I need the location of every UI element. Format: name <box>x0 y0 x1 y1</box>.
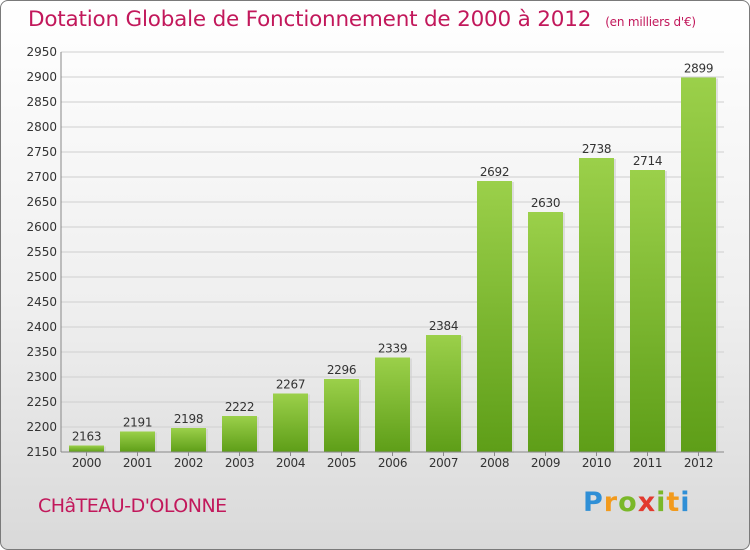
x-tick-label: 2005 <box>327 456 356 470</box>
city-name: CHâTEAU-D'OLONNE <box>38 495 227 517</box>
x-tick-label: 2000 <box>72 456 101 470</box>
y-tick-label: 2700 <box>26 170 57 184</box>
bar-value-label: 2692 <box>480 165 509 179</box>
y-tick-label: 2600 <box>26 220 57 234</box>
bar <box>579 158 614 452</box>
x-tick-label: 2010 <box>582 456 611 470</box>
bar-value-label: 2339 <box>378 342 407 356</box>
bar-value-label: 2191 <box>123 416 152 430</box>
bar <box>222 416 257 452</box>
chart-title-text: Dotation Globale de Fonctionnement de 20… <box>28 7 592 32</box>
bar <box>630 170 665 452</box>
bar-value-label: 2198 <box>174 412 203 426</box>
bar <box>426 335 461 452</box>
y-tick-label: 2800 <box>26 120 57 134</box>
bar <box>273 393 308 452</box>
bar <box>171 428 206 452</box>
x-tick-label: 2008 <box>480 456 509 470</box>
x-tick-label: 2006 <box>378 456 407 470</box>
x-axis: 2000 2001 2002 2003 2004 2005 2006 2007 2008 2009… <box>61 451 724 470</box>
x-tick-label: 2007 <box>429 456 458 470</box>
y-tick-label: 2300 <box>26 370 57 384</box>
bar <box>324 379 359 452</box>
x-tick-label: 2011 <box>633 456 662 470</box>
y-tick-label: 2500 <box>26 270 57 284</box>
y-tick-label: 2150 <box>26 445 57 459</box>
chart-title: Dotation Globale de Fonctionnement de 20… <box>28 7 696 32</box>
y-tick-label: 2650 <box>26 195 57 209</box>
bar-value-label: 2714 <box>633 154 662 168</box>
data-labels: 2163 2191 2198 2222 2267 2296 2339 2384 2692 2630… <box>72 62 714 444</box>
y-axis: 2150 2200 2250 2300 2350 2400 2450 2500 2550 2600… <box>26 45 62 459</box>
x-tick-label: 2012 <box>684 456 713 470</box>
x-tick-label: 2004 <box>276 456 305 470</box>
bar <box>375 357 410 452</box>
bar <box>681 77 716 452</box>
y-tick-label: 2900 <box>26 70 57 84</box>
x-tick-label: 2001 <box>123 456 152 470</box>
x-tick-label: 2003 <box>225 456 254 470</box>
y-tick-label: 2850 <box>26 95 57 109</box>
bar-value-label: 2222 <box>225 400 254 414</box>
y-tick-label: 2250 <box>26 395 57 409</box>
bar <box>528 212 563 452</box>
bar-value-label: 2267 <box>276 378 305 392</box>
bar-value-label: 2163 <box>72 430 101 444</box>
bar-value-label: 2738 <box>582 142 611 156</box>
bar <box>69 445 104 452</box>
bar-value-label: 2384 <box>429 319 458 333</box>
y-tick-label: 2200 <box>26 420 57 434</box>
y-tick-label: 2450 <box>26 295 57 309</box>
bar <box>120 431 155 452</box>
y-tick-label: 2750 <box>26 145 57 159</box>
y-tick-label: 2950 <box>26 45 57 59</box>
y-tick-label: 2400 <box>26 320 57 334</box>
y-tick-label: 2350 <box>26 345 57 359</box>
bar-value-label: 2899 <box>684 62 713 76</box>
proxiti-logo: Proxiti <box>583 487 691 518</box>
unit-note: (en milliers d'€) <box>605 15 696 29</box>
x-tick-label: 2009 <box>531 456 560 470</box>
x-tick-label: 2002 <box>174 456 203 470</box>
bar <box>477 181 512 452</box>
bar-value-label: 2296 <box>327 363 356 377</box>
bars <box>69 77 718 453</box>
bar-value-label: 2630 <box>531 196 560 210</box>
y-tick-label: 2550 <box>26 245 57 259</box>
